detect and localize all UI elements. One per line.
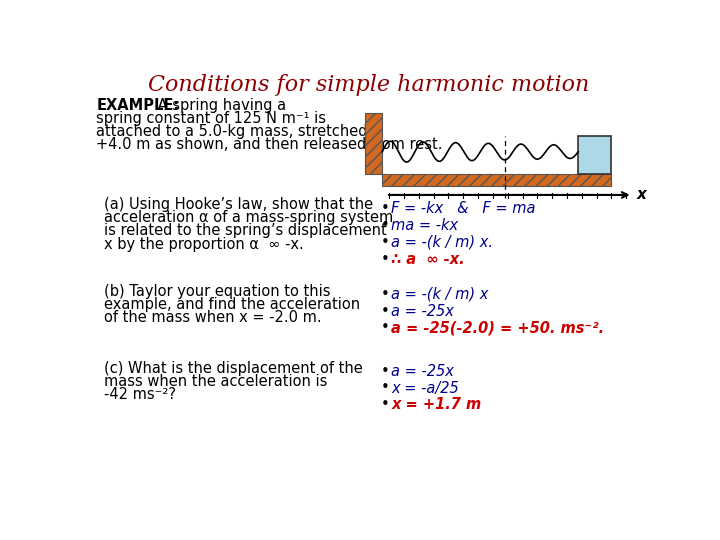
Text: •: •	[381, 397, 390, 413]
Text: (a) Using Hooke’s law, show that the: (a) Using Hooke’s law, show that the	[104, 197, 373, 212]
Text: •: •	[381, 287, 390, 301]
Text: Conditions for simple harmonic motion: Conditions for simple harmonic motion	[148, 74, 590, 96]
Text: x: x	[636, 187, 647, 202]
Text: •: •	[381, 218, 390, 233]
Text: •: •	[381, 252, 390, 267]
Text: example, and find the acceleration: example, and find the acceleration	[104, 298, 360, 312]
Text: -42 ms⁻²?: -42 ms⁻²?	[104, 387, 176, 402]
Text: a = -25(-2.0) = +50. ms⁻².: a = -25(-2.0) = +50. ms⁻².	[392, 320, 605, 335]
Text: •: •	[381, 201, 390, 216]
Bar	[578, 136, 611, 174]
Text: A spring having a: A spring having a	[153, 98, 286, 113]
Bar	[382, 174, 611, 186]
Text: •: •	[381, 381, 390, 395]
Text: x = +1.7 m: x = +1.7 m	[392, 397, 482, 413]
Text: +4.0 m as shown, and then released from rest.: +4.0 m as shown, and then released from …	[96, 137, 443, 152]
Text: is related to the spring’s displacement: is related to the spring’s displacement	[104, 224, 387, 239]
Text: of the mass when x = -2.0 m.: of the mass when x = -2.0 m.	[104, 310, 322, 326]
Text: •: •	[381, 363, 390, 379]
Text: •: •	[381, 235, 390, 250]
Text: a = -25x: a = -25x	[392, 363, 454, 379]
Text: F = -kx   &   F = ma: F = -kx & F = ma	[392, 201, 536, 216]
Text: EXAMPLE:: EXAMPLE:	[96, 98, 179, 113]
Text: acceleration α of a mass-spring system: acceleration α of a mass-spring system	[104, 211, 393, 225]
Text: a = -(k / m) x: a = -(k / m) x	[392, 287, 489, 301]
Text: spring constant of 125 N m⁻¹ is: spring constant of 125 N m⁻¹ is	[96, 111, 326, 126]
Text: a = -(k / m) x.: a = -(k / m) x.	[392, 235, 493, 250]
Text: •: •	[381, 303, 390, 319]
Bar	[365, 112, 382, 174]
Text: •: •	[381, 320, 390, 335]
Text: attached to a 5.0-kg mass, stretched: attached to a 5.0-kg mass, stretched	[96, 124, 368, 139]
Text: mass when the acceleration is: mass when the acceleration is	[104, 374, 328, 389]
Text: a = -25x: a = -25x	[392, 303, 454, 319]
Text: x = -a/25: x = -a/25	[392, 381, 459, 395]
Text: x by the proportion α  ∞ -x.: x by the proportion α ∞ -x.	[104, 237, 304, 252]
Text: (c) What is the displacement of the: (c) What is the displacement of the	[104, 361, 363, 376]
Text: (b) Taylor your equation to this: (b) Taylor your equation to this	[104, 284, 330, 299]
Text: ma = -kx: ma = -kx	[392, 218, 459, 233]
Text: ∴ a  ∞ -x.: ∴ a ∞ -x.	[392, 252, 465, 267]
